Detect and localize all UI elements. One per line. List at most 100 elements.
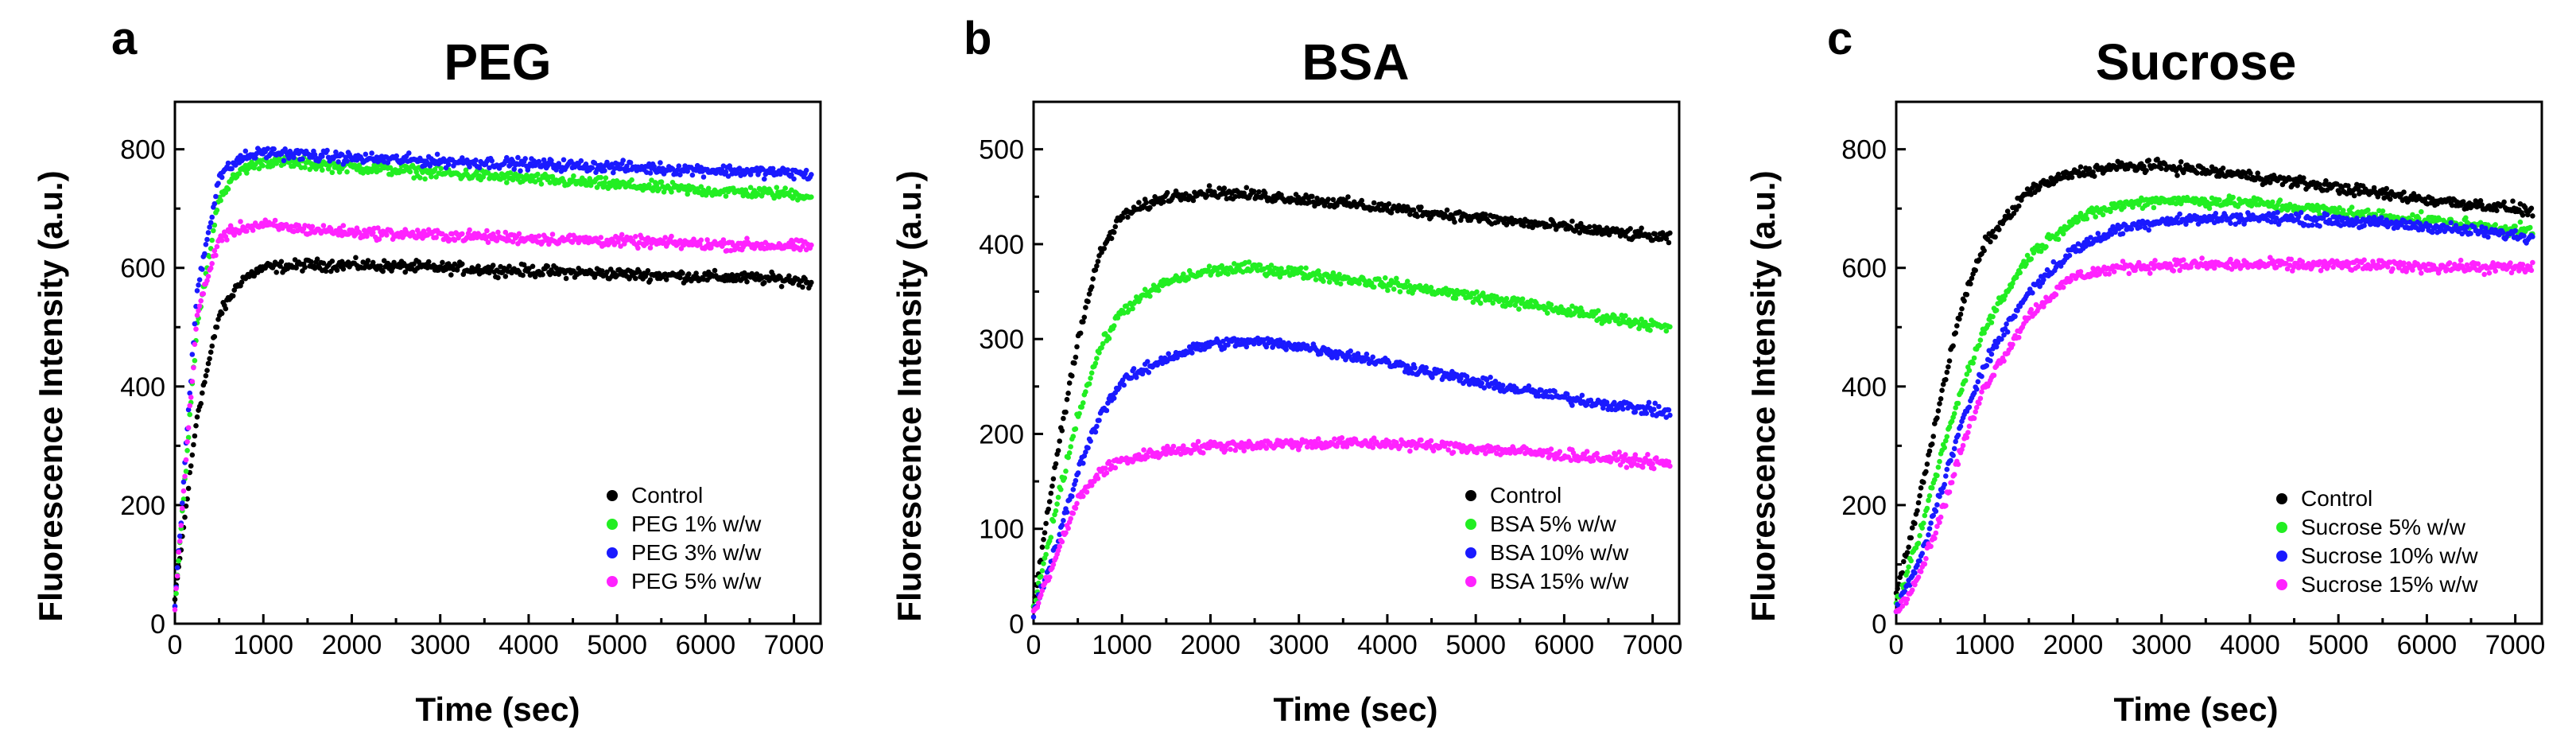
data-point bbox=[344, 169, 350, 175]
data-point bbox=[1080, 461, 1086, 466]
data-point bbox=[1075, 470, 1081, 476]
legend-label: PEG 1% w/w bbox=[631, 512, 762, 536]
data-point bbox=[1055, 448, 1061, 453]
data-point bbox=[1477, 300, 1484, 306]
data-point bbox=[1667, 412, 1673, 418]
data-point bbox=[183, 469, 189, 474]
data-point bbox=[460, 155, 465, 161]
data-point bbox=[1035, 600, 1042, 606]
data-point bbox=[302, 264, 308, 270]
data-point bbox=[191, 442, 196, 448]
data-point bbox=[1125, 214, 1131, 220]
data-point bbox=[1088, 370, 1095, 376]
data-point bbox=[262, 217, 269, 224]
panel-a: a PEG Time (sec) Fluorescence Intensity … bbox=[32, 13, 580, 728]
data-point bbox=[785, 167, 791, 173]
data-point bbox=[238, 219, 243, 224]
data-point bbox=[1895, 586, 1900, 592]
data-point bbox=[434, 151, 440, 158]
data-point bbox=[1639, 465, 1646, 470]
legend-marker bbox=[607, 519, 618, 530]
data-point bbox=[2530, 213, 2535, 219]
data-point bbox=[1397, 289, 1403, 295]
data-point bbox=[494, 238, 500, 243]
data-point bbox=[1326, 279, 1333, 285]
data-point bbox=[800, 243, 805, 250]
x-tick-label: 3000 bbox=[410, 630, 471, 660]
data-point bbox=[1915, 500, 1922, 506]
data-point bbox=[476, 165, 483, 171]
legend-label: PEG 5% w/w bbox=[631, 569, 762, 593]
data-point bbox=[177, 533, 183, 539]
data-point bbox=[1257, 263, 1263, 268]
data-point bbox=[211, 228, 216, 234]
data-point bbox=[1096, 350, 1102, 356]
data-point bbox=[2384, 185, 2389, 192]
data-point bbox=[1646, 399, 1652, 406]
data-point bbox=[1145, 454, 1150, 460]
data-point bbox=[1112, 224, 1119, 230]
data-point bbox=[196, 308, 201, 314]
data-point bbox=[187, 390, 192, 396]
data-point bbox=[1594, 230, 1600, 236]
data-point bbox=[1912, 520, 1918, 527]
data-point bbox=[1065, 525, 1071, 531]
data-point bbox=[1053, 508, 1059, 514]
data-point bbox=[1627, 226, 1633, 231]
data-point bbox=[782, 185, 788, 191]
data-point bbox=[1444, 207, 1450, 213]
data-point bbox=[189, 352, 196, 357]
data-point bbox=[1066, 380, 1073, 386]
data-point bbox=[1430, 448, 1437, 453]
data-point bbox=[180, 496, 187, 502]
data-point bbox=[271, 146, 277, 152]
data-point bbox=[1503, 296, 1510, 302]
data-point bbox=[1906, 544, 1911, 551]
data-point bbox=[561, 157, 567, 163]
data-point bbox=[1123, 303, 1130, 309]
data-point bbox=[1371, 200, 1377, 206]
data-point bbox=[272, 217, 278, 224]
data-point bbox=[1616, 449, 1622, 455]
data-point bbox=[1499, 383, 1506, 388]
data-point bbox=[215, 181, 221, 186]
data-point bbox=[1548, 446, 1554, 452]
data-point bbox=[182, 514, 188, 520]
data-point bbox=[1647, 327, 1653, 333]
data-point bbox=[1145, 359, 1150, 364]
data-point bbox=[1981, 247, 1987, 254]
data-point bbox=[1303, 265, 1309, 271]
data-point bbox=[407, 169, 413, 175]
data-point bbox=[633, 234, 638, 239]
data-point bbox=[174, 565, 180, 570]
data-point bbox=[1283, 347, 1289, 352]
data-point bbox=[1057, 543, 1062, 550]
data-point bbox=[1386, 200, 1392, 207]
data-point bbox=[1516, 306, 1522, 312]
legend-marker bbox=[1465, 519, 1476, 530]
data-point bbox=[762, 280, 767, 286]
data-point bbox=[1944, 369, 1950, 375]
data-point bbox=[1046, 499, 1053, 504]
data-point bbox=[723, 193, 729, 199]
y-tick-label: 100 bbox=[979, 515, 1024, 545]
data-point bbox=[1937, 458, 1942, 465]
data-point bbox=[2301, 175, 2306, 181]
data-point bbox=[1557, 449, 1563, 454]
data-point bbox=[744, 278, 750, 285]
data-point bbox=[193, 422, 199, 429]
data-point bbox=[1639, 316, 1644, 322]
data-point bbox=[536, 158, 542, 165]
data-point bbox=[685, 191, 690, 197]
data-point bbox=[1578, 220, 1584, 227]
data-point bbox=[1313, 277, 1319, 282]
data-point bbox=[1039, 568, 1046, 574]
data-point bbox=[619, 231, 625, 238]
data-point bbox=[219, 238, 225, 243]
y-tick-label: 0 bbox=[1009, 609, 1024, 640]
data-point bbox=[314, 256, 320, 263]
data-point bbox=[1189, 350, 1195, 356]
data-point bbox=[378, 263, 383, 269]
data-point bbox=[1569, 403, 1575, 408]
data-point bbox=[278, 259, 285, 265]
